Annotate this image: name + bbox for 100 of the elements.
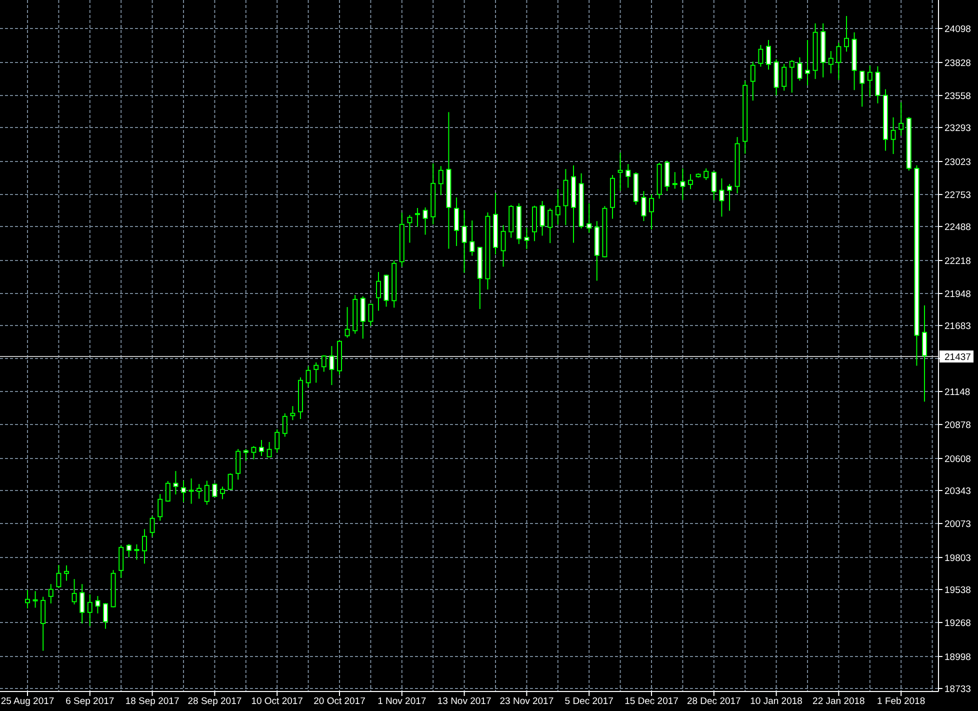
candlestick	[782, 63, 787, 92]
y-tick-label: 22488	[944, 222, 971, 233]
candlestick	[664, 160, 670, 192]
candlestick	[196, 484, 202, 500]
candlestick	[321, 354, 326, 372]
candlestick	[56, 564, 62, 588]
candlestick	[860, 70, 865, 108]
candlestick	[407, 214, 412, 244]
x-tick-label: 22 Jan 2018	[812, 696, 865, 707]
candlestick	[626, 164, 631, 188]
candlestick	[32, 590, 38, 608]
candlestick	[454, 196, 459, 247]
candlestick	[142, 528, 147, 564]
candlestick	[540, 200, 545, 236]
candlestick	[688, 174, 693, 190]
x-tick-label: 15 Dec 2017	[624, 696, 678, 707]
candlestick	[789, 60, 794, 94]
candlestick	[329, 346, 334, 386]
y-tick-label: 22218	[944, 256, 971, 267]
candlestick	[836, 42, 842, 80]
y-tick-label: 18998	[944, 652, 971, 663]
candlestick	[306, 366, 311, 388]
candlestick	[704, 168, 709, 180]
candlestick	[376, 271, 381, 312]
candlestick	[266, 442, 272, 458]
candlestick	[586, 202, 592, 234]
x-tick-label: 28 Dec 2017	[686, 696, 741, 707]
candlestick	[95, 596, 100, 614]
y-tick-label: 21683	[944, 320, 971, 332]
candlestick	[48, 584, 54, 604]
candlestick	[72, 578, 77, 605]
candlestick	[236, 448, 241, 480]
candlestick	[922, 304, 927, 402]
y-tick-label: 20608	[944, 454, 971, 465]
candlestick	[368, 303, 374, 326]
candlestick	[680, 168, 686, 201]
candlestick	[524, 227, 530, 250]
candlestick	[282, 412, 288, 438]
candlestick	[158, 494, 163, 522]
x-tick-label: 25 Aug 2017	[0, 696, 54, 707]
candlestick	[898, 102, 904, 136]
candlestick	[360, 296, 366, 340]
x-tick-label: 1 Nov 2017	[378, 696, 426, 707]
x-tick-label: 13 Nov 2017	[437, 696, 492, 707]
y-tick-label: 21148	[944, 386, 970, 398]
x-tick-label: 28 Sep 2017	[188, 696, 242, 707]
candlestick	[555, 188, 560, 226]
x-tick-label: 23 Nov 2017	[500, 696, 554, 707]
candlestick	[470, 220, 475, 256]
candlestick	[438, 166, 444, 196]
candlestick	[500, 224, 506, 268]
candlestick	[251, 446, 256, 460]
candlestick	[672, 172, 678, 190]
candlestick	[344, 306, 350, 338]
candlestick	[80, 584, 85, 624]
y-tick-label: 20343	[944, 486, 971, 497]
candlestick	[228, 472, 233, 490]
candlestick	[758, 44, 764, 68]
y-tick-label: 23828	[944, 58, 971, 69]
candlestick	[220, 486, 225, 500]
y-tick-label: 24098	[944, 24, 971, 35]
y-tick-label: 23558	[944, 90, 971, 102]
y-tick-label: 22753	[944, 190, 971, 201]
y-tick-label: 19538	[944, 584, 971, 596]
candlestick	[243, 448, 248, 462]
x-tick-label: 20 Oct 2017	[314, 696, 366, 707]
candlestick	[40, 596, 46, 652]
x-tick-label: 5 Dec 2017	[564, 696, 614, 707]
candlestick	[212, 482, 218, 498]
candlestick	[314, 362, 319, 384]
candlestick	[103, 602, 108, 630]
candlestick	[727, 184, 732, 212]
ref-line-label: 21437	[944, 352, 971, 363]
candlestick	[719, 178, 724, 218]
candlestick	[422, 206, 428, 236]
candlestick	[150, 516, 155, 538]
candlestick	[64, 564, 69, 582]
candlestick	[641, 190, 646, 222]
candlestick	[618, 152, 623, 192]
candlestick	[867, 65, 872, 98]
candlestick	[548, 208, 553, 244]
candlestick	[290, 406, 296, 421]
candlestick	[259, 440, 264, 457]
x-tick-label: 1 Feb 2018	[877, 696, 926, 707]
candlestick	[750, 61, 756, 102]
candlestick	[87, 594, 92, 627]
candlestick	[875, 66, 880, 104]
candlestick	[797, 56, 802, 82]
candlestick	[118, 544, 124, 578]
x-tick-label: 10 Oct 2017	[251, 696, 303, 707]
candlestick	[126, 544, 132, 558]
y-tick-label: 20878	[944, 420, 971, 431]
y-tick-label: 23293	[944, 122, 971, 134]
candlestick	[188, 478, 194, 504]
candlestick	[649, 194, 654, 230]
candlestick	[181, 480, 186, 503]
candlestick	[828, 50, 834, 74]
candlestick	[462, 210, 467, 274]
x-tick-label: 6 Sep 2017	[66, 696, 114, 707]
y-tick-label: 19268	[944, 618, 971, 629]
